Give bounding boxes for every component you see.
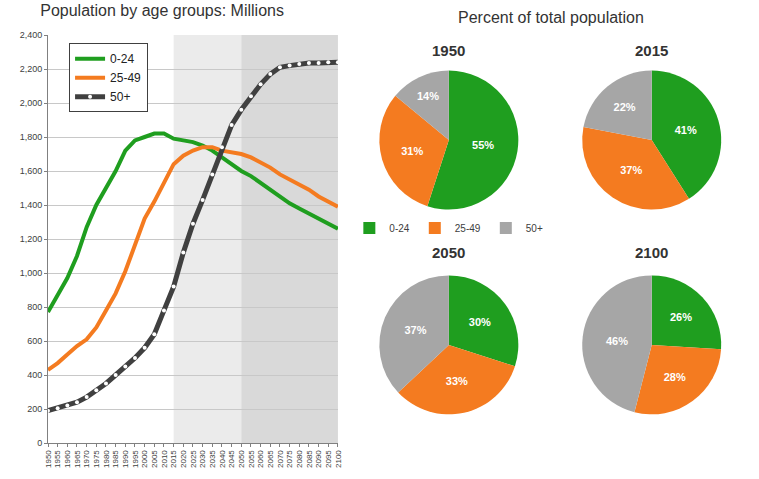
- svg-text:0-24: 0-24: [389, 223, 409, 234]
- svg-text:1965: 1965: [73, 450, 82, 468]
- svg-text:2,200: 2,200: [20, 64, 43, 74]
- svg-text:1985: 1985: [111, 450, 120, 468]
- svg-text:2075: 2075: [285, 450, 294, 468]
- svg-text:1,200: 1,200: [20, 234, 43, 244]
- svg-text:2010: 2010: [160, 450, 169, 468]
- svg-text:2045: 2045: [227, 450, 236, 468]
- svg-text:2070: 2070: [276, 450, 285, 468]
- svg-text:1,600: 1,600: [20, 166, 43, 176]
- svg-text:1960: 1960: [63, 450, 72, 468]
- svg-text:2025: 2025: [189, 450, 198, 468]
- svg-text:30%: 30%: [469, 316, 491, 328]
- svg-text:1990: 1990: [121, 450, 130, 468]
- svg-text:55%: 55%: [472, 139, 494, 151]
- svg-text:Population by age groups: Mill: Population by age groups: Millions: [40, 2, 284, 19]
- svg-text:31%: 31%: [401, 145, 423, 157]
- svg-text:37%: 37%: [620, 164, 642, 176]
- svg-text:2095: 2095: [324, 450, 333, 468]
- svg-text:2015: 2015: [635, 42, 668, 59]
- svg-text:2,000: 2,000: [20, 98, 43, 108]
- svg-text:33%: 33%: [446, 375, 468, 387]
- svg-text:28%: 28%: [664, 371, 686, 383]
- svg-text:2035: 2035: [208, 450, 217, 468]
- svg-text:14%: 14%: [417, 90, 439, 102]
- svg-text:25-49: 25-49: [110, 71, 141, 85]
- svg-text:22%: 22%: [614, 101, 636, 113]
- svg-text:37%: 37%: [404, 324, 426, 336]
- svg-text:1995: 1995: [131, 450, 140, 468]
- svg-text:2100: 2100: [334, 450, 343, 468]
- svg-text:26%: 26%: [670, 311, 692, 323]
- svg-text:0-24: 0-24: [110, 52, 134, 66]
- svg-text:2085: 2085: [305, 450, 314, 468]
- svg-text:200: 200: [27, 404, 42, 414]
- svg-text:0: 0: [37, 438, 42, 448]
- svg-text:2065: 2065: [266, 450, 275, 468]
- svg-text:2050: 2050: [237, 450, 246, 468]
- svg-text:2100: 2100: [635, 244, 668, 261]
- svg-text:1975: 1975: [92, 450, 101, 468]
- svg-text:2030: 2030: [198, 450, 207, 468]
- svg-text:50+: 50+: [110, 90, 130, 104]
- svg-text:1950: 1950: [44, 450, 53, 468]
- svg-text:25-49: 25-49: [455, 223, 481, 234]
- svg-text:Percent of total population: Percent of total population: [458, 9, 644, 26]
- svg-text:2080: 2080: [295, 450, 304, 468]
- svg-text:2015: 2015: [169, 450, 178, 468]
- svg-text:50+: 50+: [526, 223, 543, 234]
- svg-text:1950: 1950: [432, 42, 465, 59]
- svg-text:2050: 2050: [432, 244, 465, 261]
- svg-text:800: 800: [27, 302, 42, 312]
- svg-text:2000: 2000: [140, 450, 149, 468]
- svg-text:600: 600: [27, 336, 42, 346]
- svg-text:46%: 46%: [606, 335, 628, 347]
- svg-text:2040: 2040: [218, 450, 227, 468]
- svg-text:400: 400: [27, 370, 42, 380]
- svg-text:2055: 2055: [247, 450, 256, 468]
- svg-text:1955: 1955: [53, 450, 62, 468]
- svg-text:2090: 2090: [314, 450, 323, 468]
- svg-text:2005: 2005: [150, 450, 159, 468]
- svg-text:1,400: 1,400: [20, 200, 43, 210]
- svg-text:2060: 2060: [256, 450, 265, 468]
- svg-text:1,000: 1,000: [20, 268, 43, 278]
- svg-text:1970: 1970: [82, 450, 91, 468]
- svg-text:41%: 41%: [675, 124, 697, 136]
- svg-text:1980: 1980: [102, 450, 111, 468]
- svg-text:2020: 2020: [179, 450, 188, 468]
- svg-text:2,400: 2,400: [20, 30, 43, 40]
- svg-text:1,800: 1,800: [20, 132, 43, 142]
